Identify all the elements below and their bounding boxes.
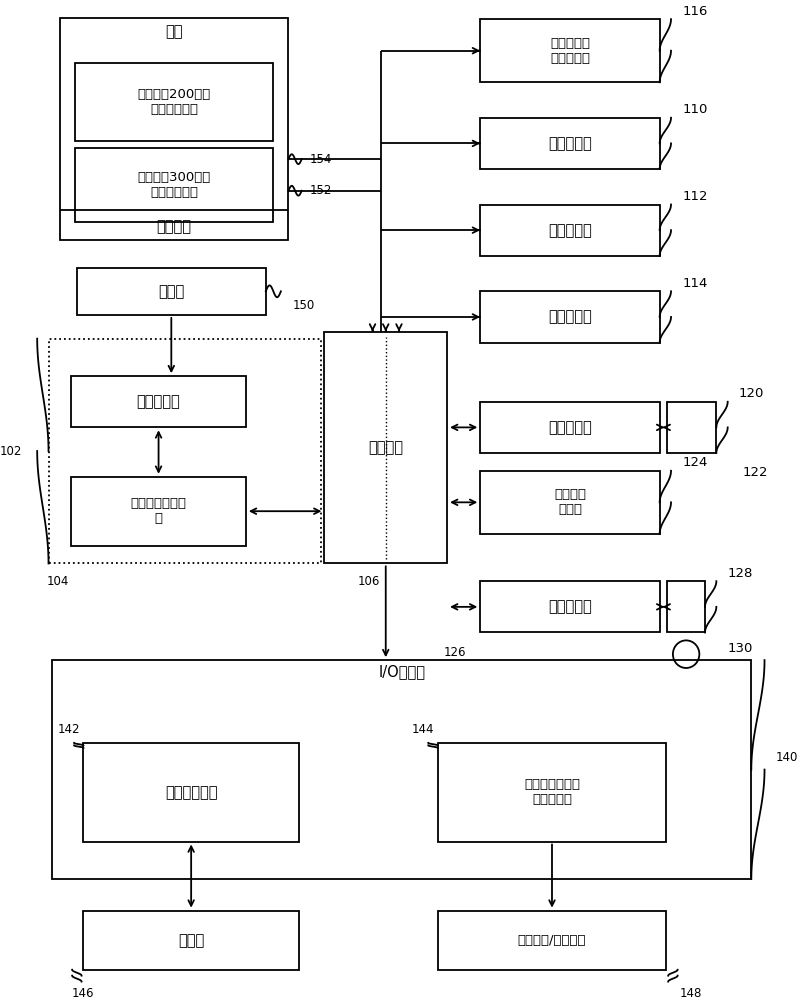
Bar bbox=[667, 581, 705, 632]
Bar bbox=[75, 148, 273, 222]
Bar bbox=[667, 402, 716, 453]
Text: 146: 146 bbox=[72, 987, 95, 1000]
Bar bbox=[48, 339, 321, 563]
Text: 存储器接口: 存储器接口 bbox=[136, 394, 180, 409]
Text: 应用: 应用 bbox=[165, 24, 183, 39]
Text: 140: 140 bbox=[776, 751, 798, 764]
Text: 130: 130 bbox=[727, 642, 753, 655]
Text: 122: 122 bbox=[743, 466, 768, 479]
Bar bbox=[77, 268, 265, 315]
Bar bbox=[480, 19, 660, 82]
Text: 无线通信
子系统: 无线通信 子系统 bbox=[554, 488, 586, 516]
Bar bbox=[324, 332, 448, 563]
Text: 外围接口: 外围接口 bbox=[368, 440, 403, 455]
Text: 120: 120 bbox=[739, 387, 764, 400]
Bar bbox=[83, 743, 299, 842]
Bar bbox=[480, 205, 660, 256]
Text: 142: 142 bbox=[57, 723, 79, 736]
Text: 光线传感器: 光线传感器 bbox=[548, 223, 592, 238]
Bar bbox=[71, 477, 246, 546]
Text: 触摸屏控制器: 触摸屏控制器 bbox=[165, 785, 217, 800]
Bar bbox=[71, 376, 246, 427]
Bar bbox=[480, 581, 660, 632]
Text: 触摸屏: 触摸屏 bbox=[178, 933, 205, 948]
Text: 操作系统: 操作系统 bbox=[156, 219, 192, 234]
Bar bbox=[480, 402, 660, 453]
Text: 存储器: 存储器 bbox=[158, 284, 184, 299]
Text: 112: 112 bbox=[683, 190, 708, 203]
Text: 148: 148 bbox=[679, 987, 702, 1000]
Bar bbox=[480, 118, 660, 169]
Bar bbox=[52, 660, 751, 879]
Text: I/O子系统: I/O子系统 bbox=[379, 664, 425, 679]
Text: 其他输入/控制设备: 其他输入/控制设备 bbox=[518, 934, 586, 947]
Text: 一个或多个
其他传感器: 一个或多个 其他传感器 bbox=[550, 37, 590, 65]
Text: 相机子系统: 相机子系统 bbox=[548, 420, 592, 435]
Text: 一个或多个其他
输入控制器: 一个或多个其他 输入控制器 bbox=[524, 778, 580, 806]
Text: 124: 124 bbox=[683, 456, 707, 469]
Text: 110: 110 bbox=[683, 103, 707, 116]
Text: 152: 152 bbox=[310, 184, 331, 197]
Text: 距离传感器: 距离传感器 bbox=[548, 309, 592, 324]
Text: 104: 104 bbox=[47, 575, 69, 588]
Text: 114: 114 bbox=[683, 277, 707, 290]
Text: 106: 106 bbox=[358, 575, 380, 588]
Text: 116: 116 bbox=[683, 5, 707, 18]
Text: 144: 144 bbox=[411, 723, 434, 736]
Bar bbox=[438, 911, 666, 970]
Text: 执行方法200的一
个或多个程序: 执行方法200的一 个或多个程序 bbox=[137, 88, 211, 116]
Text: 一个或多个处理
器: 一个或多个处理 器 bbox=[131, 497, 187, 525]
Bar bbox=[83, 911, 299, 970]
Text: 执行方法300的一
个或多个程序: 执行方法300的一 个或多个程序 bbox=[137, 171, 211, 199]
Bar bbox=[480, 291, 660, 343]
Text: 音频子系统: 音频子系统 bbox=[548, 599, 592, 614]
Bar bbox=[438, 743, 666, 842]
Text: 126: 126 bbox=[444, 646, 466, 659]
Text: 150: 150 bbox=[292, 299, 314, 312]
Bar bbox=[60, 18, 289, 240]
Bar bbox=[480, 471, 660, 534]
Text: 154: 154 bbox=[310, 153, 331, 166]
Text: 运动传感器: 运动传感器 bbox=[548, 136, 592, 151]
Text: 102: 102 bbox=[0, 445, 22, 458]
Bar bbox=[75, 63, 273, 141]
Text: 128: 128 bbox=[727, 567, 753, 580]
